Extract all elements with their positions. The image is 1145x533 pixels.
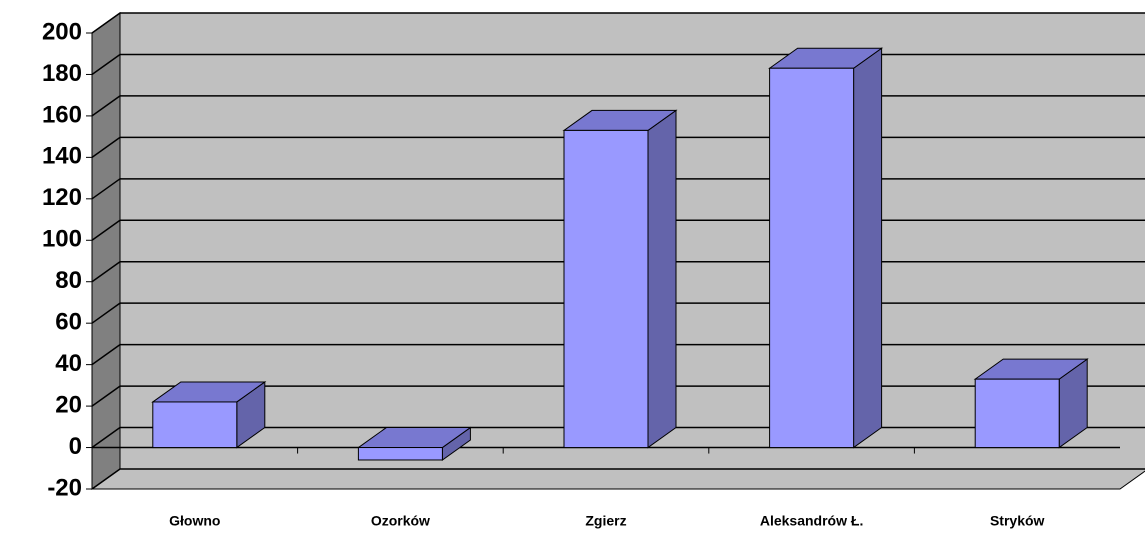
y-tick-label: 40 xyxy=(55,350,82,377)
x-tick-label: Głowno xyxy=(169,513,220,529)
side-wall xyxy=(91,12,121,490)
bar-side xyxy=(647,109,677,449)
x-tick-label: Ozorków xyxy=(371,513,430,529)
y-tick-label: 20 xyxy=(55,391,82,418)
y-tick-label: 80 xyxy=(55,267,82,294)
x-tick-label: Aleksandrów Ł. xyxy=(760,513,863,529)
grid-line xyxy=(91,12,1145,34)
y-tick-label: 0 xyxy=(69,433,82,460)
y-tick-label: 100 xyxy=(42,226,82,253)
y-tick-label: -20 xyxy=(47,474,82,501)
y-tick-label: 180 xyxy=(42,60,82,87)
bar xyxy=(563,129,649,449)
x-tick-label: Zgierz xyxy=(585,513,626,529)
floor xyxy=(90,468,1145,490)
bar xyxy=(152,401,238,449)
bar xyxy=(357,447,443,461)
y-tick-label: 60 xyxy=(55,309,82,336)
y-tick-label: 160 xyxy=(42,101,82,128)
bar-side xyxy=(853,47,883,449)
y-tick-label: 200 xyxy=(42,18,82,45)
y-tick-label: 120 xyxy=(42,184,82,211)
grid-line xyxy=(91,468,1145,490)
bar xyxy=(769,67,855,449)
x-tick-label: Stryków xyxy=(990,513,1045,529)
y-tick-label: 140 xyxy=(42,143,82,170)
bar xyxy=(974,378,1060,449)
